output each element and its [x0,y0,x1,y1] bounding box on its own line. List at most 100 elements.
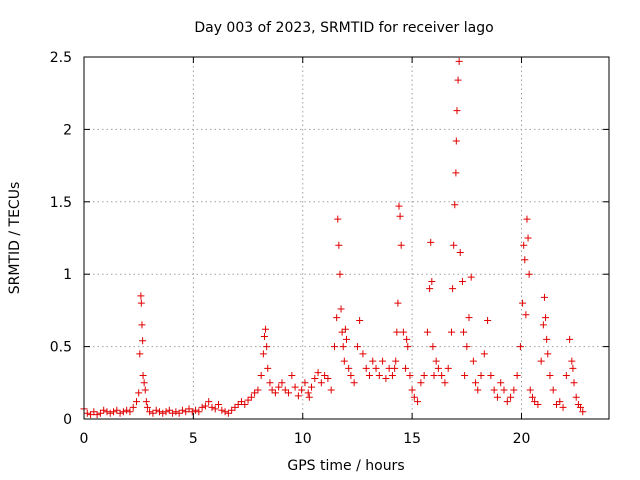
data-point-marker [311,374,319,382]
data-point-marker [531,398,539,406]
data-point-marker [185,405,193,413]
data-point-marker [451,201,459,209]
data-point-marker [414,398,422,406]
data-point-marker [544,350,552,358]
data-point-marker [140,379,148,387]
data-point-marker [408,386,416,394]
data-point-marker [497,379,505,387]
data-point-marker [534,401,542,409]
x-tick-label: 15 [403,431,421,447]
data-point-marker [566,335,574,343]
data-point-marker [247,393,255,401]
x-axis-title: GPS time / hours [287,458,404,474]
data-point-marker [215,401,223,409]
data-point-marker [426,285,434,293]
data-point-marker [404,343,412,351]
data-point-marker [228,406,236,414]
data-point-marker [87,411,95,419]
data-point-marker [221,408,229,416]
data-point-marker [569,364,577,372]
y-tick-label: 1.5 [50,195,72,211]
data-point-marker [291,383,299,391]
data-point-marker [218,406,226,414]
data-point-marker [402,364,410,372]
data-point-marker [417,379,425,387]
data-point-marker [264,364,272,372]
data-point-marker [178,406,186,414]
data-point-marker [126,408,134,416]
data-point-marker [83,409,91,417]
data-point-marker [244,396,252,404]
data-point-marker [570,379,578,387]
data-point-marker [524,234,532,242]
data-point-marker [146,408,154,416]
data-point-marker [513,372,521,380]
data-point-marker [493,393,501,401]
y-tick-label: 2 [63,122,72,138]
data-point-marker [410,393,418,401]
data-point-marker [461,372,469,380]
data-point-marker [382,374,390,382]
data-point-marker [543,335,551,343]
data-point-marker [317,379,325,387]
data-point-marker [388,372,396,380]
y-tick-label: 0.5 [50,340,72,356]
data-point-marker [278,379,286,387]
chart-title: Day 003 of 2023, SRMTID for receiver lag… [194,20,493,36]
data-point-marker [525,270,533,278]
data-point-marker [275,383,283,391]
data-point-marker [138,321,146,329]
data-point-marker [449,285,457,293]
data-point-marker [372,364,380,372]
plot-frame [83,56,610,420]
data-point-marker [192,406,200,414]
data-point-marker [208,403,216,411]
data-point-marker [549,386,557,394]
x-tick-label: 10 [294,431,312,447]
data-point-marker [519,299,527,307]
data-point-marker [477,372,485,380]
data-point-marker [241,401,249,409]
x-tick-label: 0 [80,431,89,447]
data-point-marker [224,409,232,417]
data-point-marker [523,215,531,223]
data-point-marker [129,403,137,411]
data-point-marker [103,408,111,416]
data-point-marker [139,372,147,380]
x-tick-label: 5 [189,431,198,447]
data-point-marker [423,328,431,336]
data-point-marker [182,408,190,416]
data-point-marker [141,386,149,394]
data-point-marker [262,325,270,333]
data-point-marker [334,215,342,223]
data-point-marker [298,386,306,394]
data-point-marker [537,357,545,365]
data-point-marker [155,408,163,416]
data-point-marker [463,343,471,351]
data-point-marker [395,202,403,210]
data-point-marker [338,328,346,336]
data-point-marker [553,401,560,409]
data-point-marker [403,335,411,343]
data-point-marker [503,398,511,406]
data-point-marker [136,350,144,358]
data-point-marker [465,314,473,322]
data-point-marker [324,374,332,382]
data-point-marker [137,299,145,307]
data-point-marker [339,343,347,351]
y-tick-label: 2.5 [50,50,72,66]
data-point-marker [399,328,407,336]
data-point-marker [484,317,492,325]
data-point-marker [428,277,436,285]
data-point-marker [452,169,460,177]
data-point-marker [260,332,268,340]
data-point-marker [143,403,151,411]
data-point-marker [467,273,475,281]
data-point-marker [438,372,446,380]
data-point-marker [100,406,108,414]
data-point-marker [345,364,353,372]
data-point-marker [162,408,170,416]
data-point-marker [450,241,458,249]
data-point-marker [359,350,367,358]
data-point-marker [288,372,296,380]
